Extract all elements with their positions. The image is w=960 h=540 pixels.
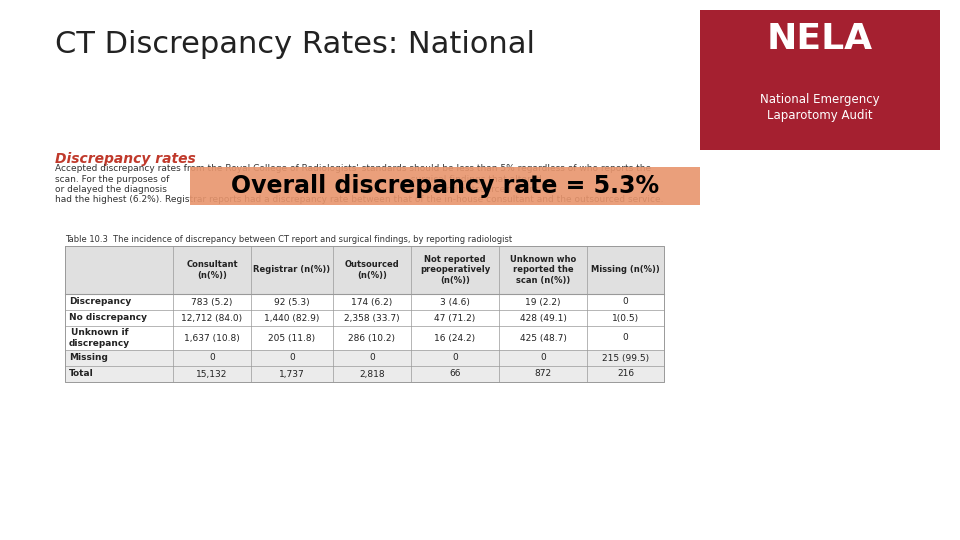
Text: 12,712 (84.0): 12,712 (84.0) [181, 314, 243, 322]
Text: Table 10.3  The incidence of discrepancy between CT report and surgical findings: Table 10.3 The incidence of discrepancy … [65, 235, 512, 244]
Text: Overall discrepancy rate = 5.3%: Overall discrepancy rate = 5.3% [231, 174, 660, 198]
Text: Discrepancy rates: Discrepancy rates [55, 152, 196, 166]
Text: 1,637 (10.8): 1,637 (10.8) [184, 334, 240, 342]
Text: 783 (5.2): 783 (5.2) [191, 298, 232, 307]
Text: 286 (10.2): 286 (10.2) [348, 334, 396, 342]
Text: Outsourced
(n(%)): Outsourced (n(%)) [345, 260, 399, 280]
Text: 16 (24.2): 16 (24.2) [435, 334, 475, 342]
Text: 92 (5.3): 92 (5.3) [275, 298, 310, 307]
Text: CT Discrepancy Rates: National: CT Discrepancy Rates: National [55, 30, 535, 59]
Text: 216: 216 [617, 369, 634, 379]
FancyBboxPatch shape [700, 10, 940, 150]
Text: 0: 0 [623, 298, 629, 307]
Text: 15,132: 15,132 [196, 369, 228, 379]
Text: 0: 0 [370, 354, 374, 362]
FancyBboxPatch shape [65, 246, 664, 294]
Text: 66: 66 [449, 369, 461, 379]
Text: NELA: NELA [767, 22, 873, 56]
Text: 0: 0 [623, 334, 629, 342]
Text: Registrar (n(%)): Registrar (n(%)) [253, 266, 330, 274]
Text: 428 (49.1): 428 (49.1) [519, 314, 566, 322]
Text: No discrepancy: No discrepancy [69, 314, 147, 322]
Text: Not reported
preoperatively
(n(%)): Not reported preoperatively (n(%)) [420, 255, 491, 285]
Text: Unknown if
discrepancy: Unknown if discrepancy [69, 328, 131, 348]
Text: 2,818: 2,818 [359, 369, 385, 379]
Text: 1,440 (82.9): 1,440 (82.9) [264, 314, 320, 322]
Text: 0: 0 [540, 354, 546, 362]
Text: 425 (48.7): 425 (48.7) [519, 334, 566, 342]
Text: Accepted discrepancy rates from the Royal College of Radiologists' standards sho: Accepted discrepancy rates from the Roya… [55, 164, 651, 173]
Text: 19 (2.2): 19 (2.2) [525, 298, 561, 307]
Text: National Emergency: National Emergency [760, 93, 879, 106]
Text: Unknown who
reported the
scan (n(%)): Unknown who reported the scan (n(%)) [510, 255, 576, 285]
Text: 2,358 (33.7): 2,358 (33.7) [345, 314, 399, 322]
Text: Missing: Missing [69, 354, 108, 362]
Text: 0: 0 [209, 354, 215, 362]
Text: or delayed the diagnosis                                                        : or delayed the diagnosis [55, 185, 540, 194]
Text: 47 (71.2): 47 (71.2) [434, 314, 475, 322]
Text: Total: Total [69, 369, 94, 379]
Text: 1(0.5): 1(0.5) [612, 314, 639, 322]
Text: Discrepancy: Discrepancy [69, 298, 132, 307]
Text: 872: 872 [535, 369, 552, 379]
Text: Missing (n(%)): Missing (n(%)) [591, 266, 660, 274]
Text: had the highest (6.2%). Registrar reports had a discrepancy rate between that of: had the highest (6.2%). Registrar report… [55, 195, 663, 205]
Text: 205 (11.8): 205 (11.8) [269, 334, 316, 342]
Text: scan. For the purposes of                                                       : scan. For the purposes of [55, 174, 541, 184]
Text: 0: 0 [289, 354, 295, 362]
FancyBboxPatch shape [65, 350, 664, 366]
Text: 0: 0 [452, 354, 458, 362]
Text: Consultant
(n(%)): Consultant (n(%)) [186, 260, 238, 280]
Text: 174 (6.2): 174 (6.2) [351, 298, 393, 307]
Text: 1,737: 1,737 [279, 369, 305, 379]
FancyBboxPatch shape [65, 366, 664, 382]
FancyBboxPatch shape [190, 167, 700, 205]
Text: 3 (4.6): 3 (4.6) [440, 298, 470, 307]
Text: 215 (99.5): 215 (99.5) [602, 354, 649, 362]
Text: Laparotomy Audit: Laparotomy Audit [767, 109, 873, 122]
